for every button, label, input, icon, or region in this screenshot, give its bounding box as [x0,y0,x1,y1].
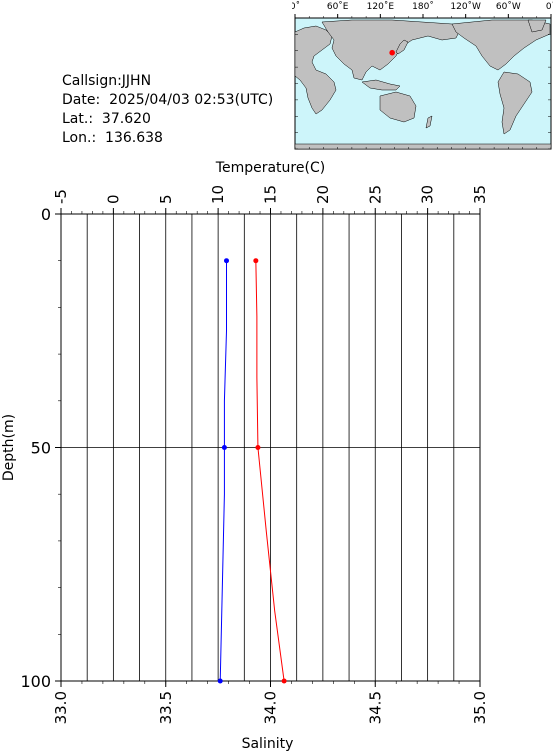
salinity-point [221,445,227,450]
depth-tick-label: 100 [20,672,51,691]
date-text: Date: 2025/04/03 02:53(UTC) [62,92,274,108]
map-land-nz [425,115,433,129]
temperature-tick-label: 5 [157,194,175,204]
salinity-tick-label: 34.0 [262,691,280,724]
depth-tick-label: 0 [41,205,51,224]
salinity-point [217,678,223,684]
depth-tick-label: 50 [31,439,51,458]
temperature-tick-label: 35 [471,185,489,204]
callsign-text: Callsign:JJHN [62,73,152,89]
map-lon-label: 0˚ [546,1,553,12]
temperature-tick-label: 30 [419,185,437,204]
temperature-axis-label: Temperature(C) [215,160,325,176]
depth-axis: 0 50 100 [20,205,61,691]
station-marker [389,49,395,56]
station-dot [389,49,395,56]
map-lon-label: 60˚E [327,1,349,12]
temperature-point [253,258,259,264]
grid-lines [61,214,480,681]
salinity-tick-label: 33.0 [52,691,70,724]
map-lon-label: 120˚E [367,1,395,12]
salinity-tick-label: 33.5 [157,691,175,724]
map-lon-label: 0˚ [292,1,300,12]
temperature-tick-label: 25 [366,185,384,204]
salinity-point [224,258,230,264]
temperature-point [281,678,287,684]
series-layer [217,258,287,684]
lon-text: Lon.: 136.638 [62,130,163,146]
temperature-tick-label: -5 [52,189,70,204]
map-lon-label: 180˚ [412,1,434,12]
map-land-indonesia [361,79,401,91]
temperature-tick-label: 15 [262,185,280,204]
salinity-axis-label: Salinity [242,736,294,751]
temperature-tick-label: 20 [314,185,332,204]
map-land-australia [379,91,417,123]
temperature-axis: -5 0 5 10 15 20 25 30 35 [52,185,489,214]
temperature-tick-label: 0 [104,194,122,204]
profile-chart: -5 0 5 10 15 20 25 30 35 33.0 33.5 34.0 34.5 35.0 05… [1,160,489,751]
lat-text: Lat.: 37.620 [62,111,151,127]
salinity-tick-label: 35.0 [471,691,489,724]
depth-axis-label: Depth(m) [1,414,17,481]
map-land-greenland [527,19,547,33]
station-info: Callsign:JJHN Date: 2025/04/03 02:53(UTC… [62,72,273,148]
temperature-tick-label: 10 [209,185,227,204]
map-lon-label: 60˚W [496,1,521,12]
map-land-south-america [497,71,533,135]
salinity-tick-label: 34.5 [366,691,384,724]
map-land-japan [395,39,409,55]
map-lon-label: 120˚W [450,1,481,12]
temperature-point [255,445,261,450]
salinity-axis: 33.0 33.5 34.0 34.5 35.0 [52,681,489,724]
